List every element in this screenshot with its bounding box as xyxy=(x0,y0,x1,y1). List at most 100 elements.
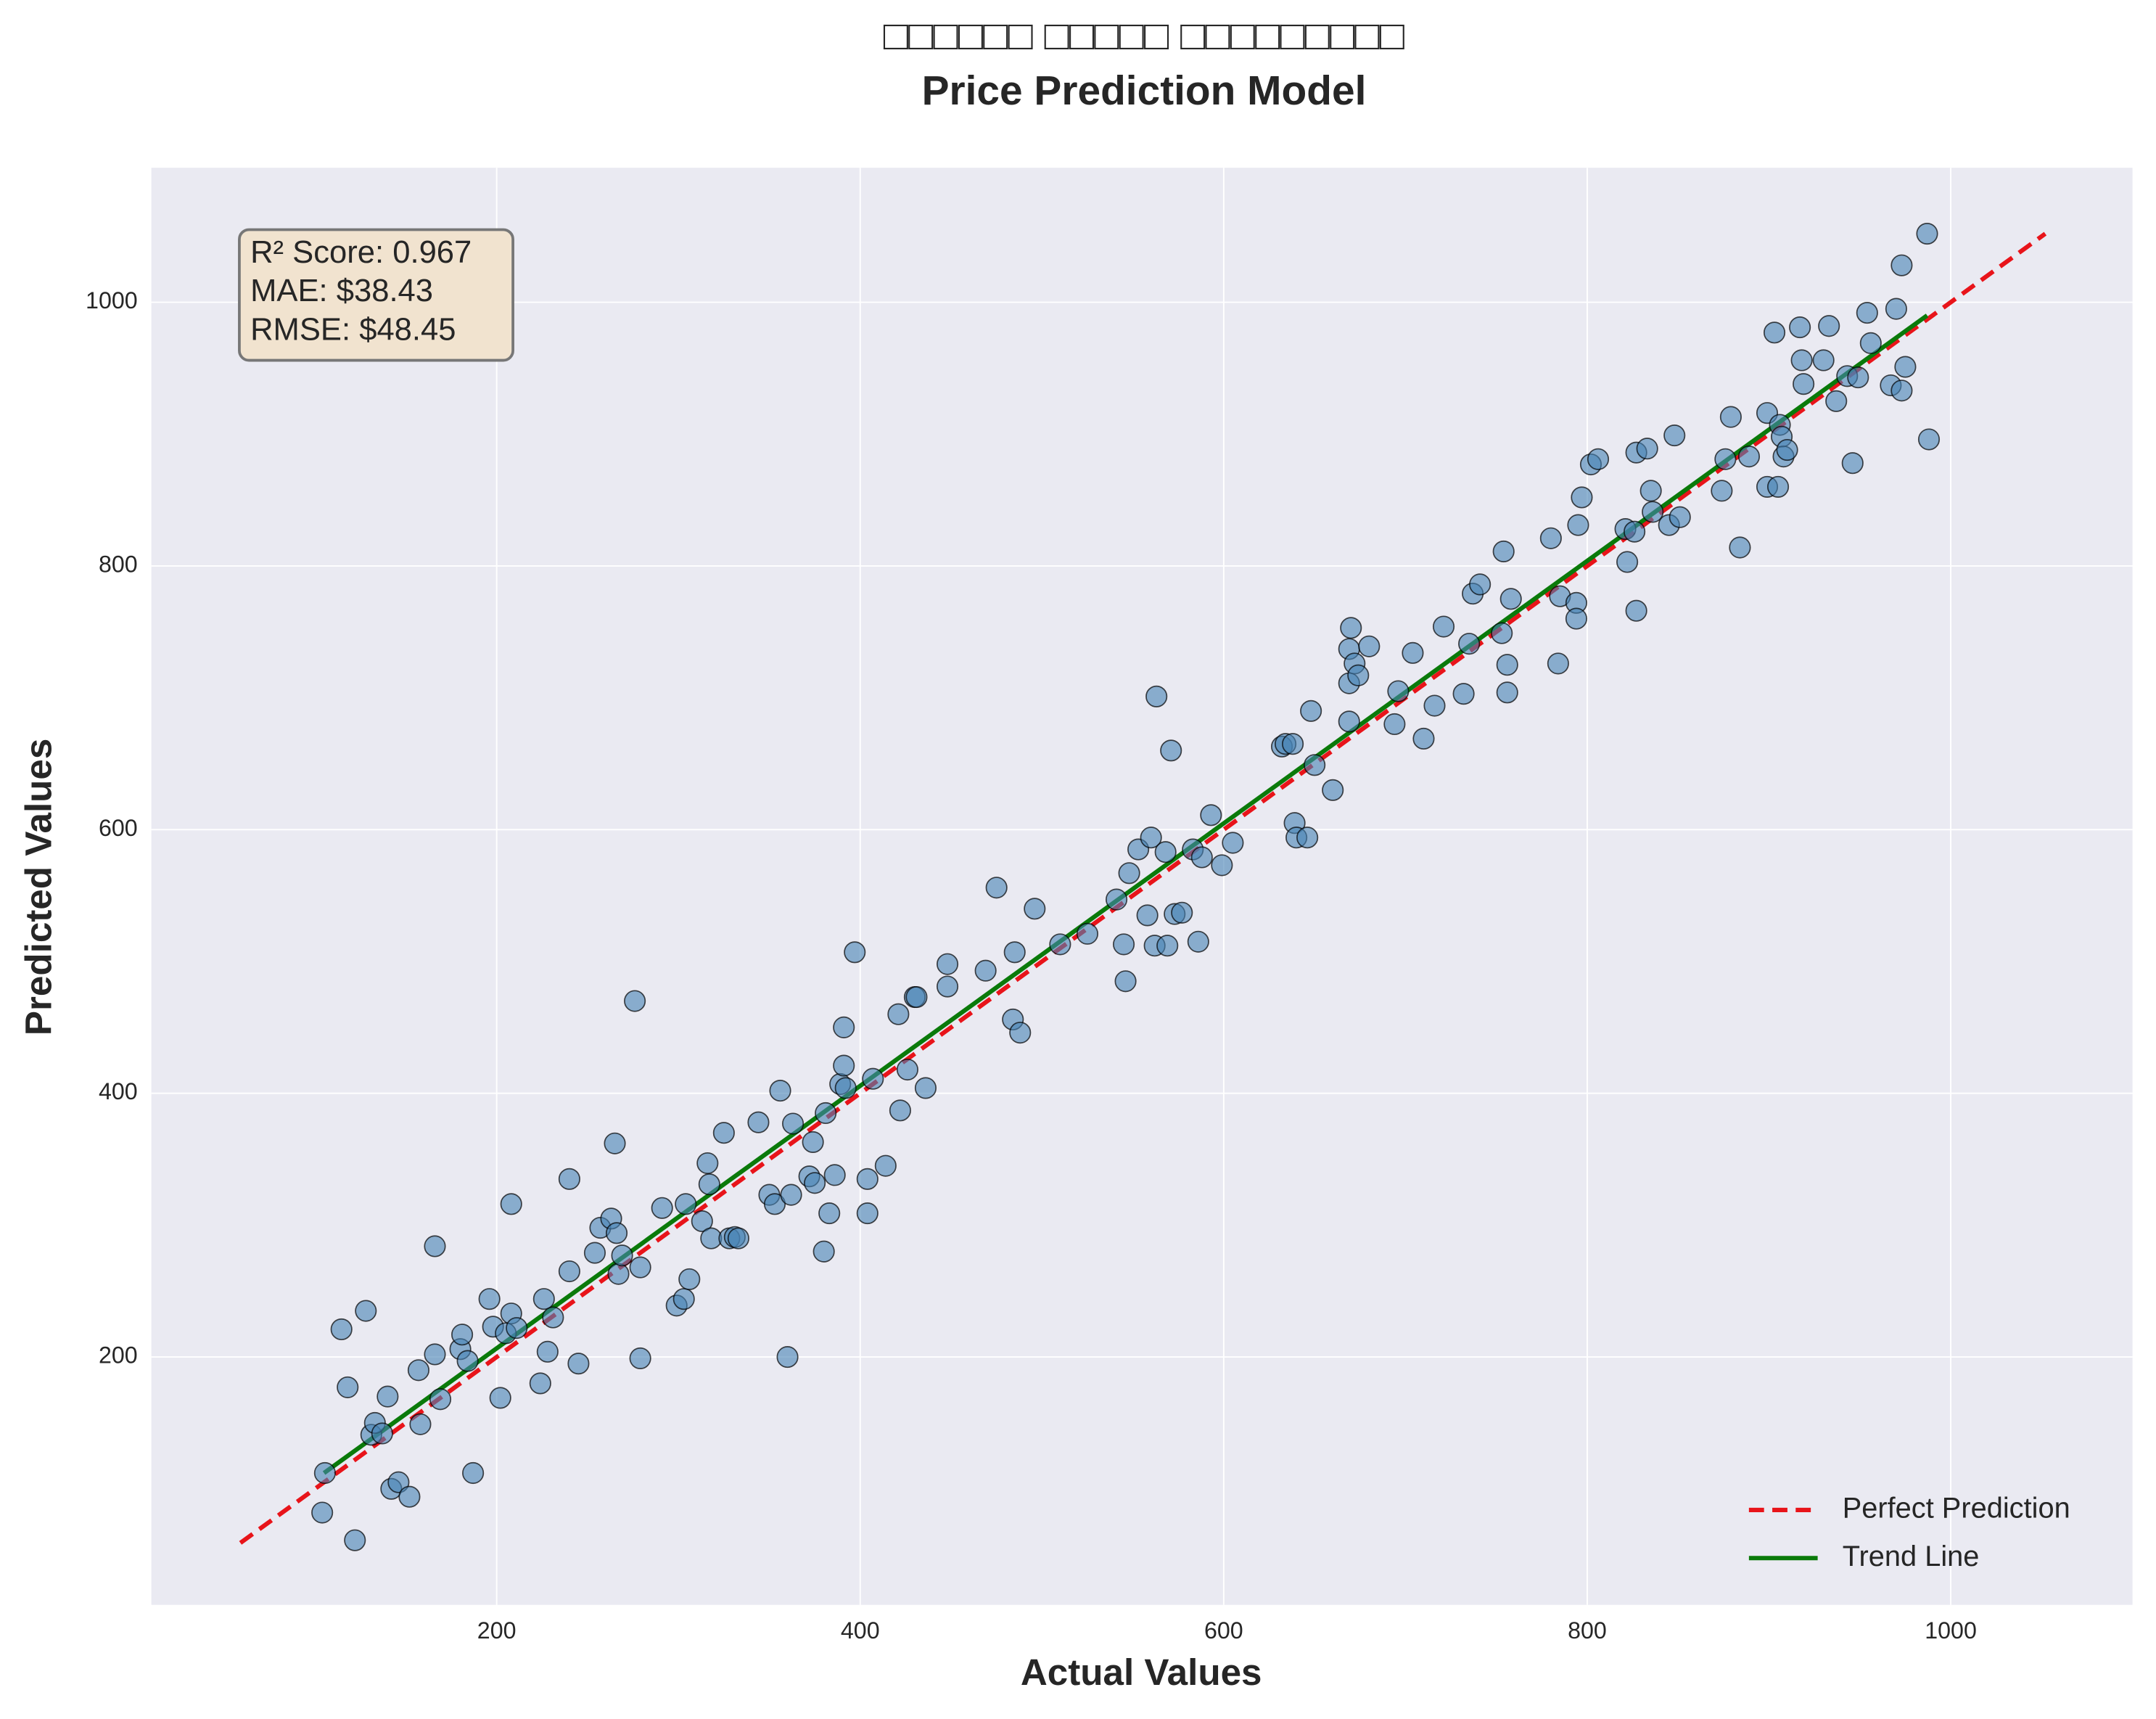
point xyxy=(337,1376,359,1398)
point xyxy=(936,953,959,975)
point xyxy=(1412,727,1435,750)
point xyxy=(387,1471,410,1493)
point xyxy=(311,1501,334,1524)
point xyxy=(1154,841,1177,863)
point xyxy=(1024,898,1046,920)
point xyxy=(1714,448,1737,470)
point xyxy=(1322,779,1344,801)
point xyxy=(567,1353,590,1375)
point xyxy=(1222,832,1244,854)
point xyxy=(1790,349,1813,372)
point xyxy=(451,1324,474,1346)
y-tick-label: 600 xyxy=(99,815,138,841)
point xyxy=(1432,615,1455,638)
point xyxy=(1113,933,1135,956)
point xyxy=(727,1227,749,1250)
point xyxy=(1793,373,1815,395)
point xyxy=(936,975,959,998)
point xyxy=(1711,480,1733,502)
point xyxy=(1789,316,1811,339)
point xyxy=(862,1067,884,1090)
point xyxy=(874,1154,897,1177)
point xyxy=(1825,390,1848,412)
point xyxy=(1539,527,1562,549)
point xyxy=(698,1173,720,1196)
point xyxy=(1636,438,1658,460)
point xyxy=(1496,681,1518,704)
point xyxy=(887,1003,910,1025)
point xyxy=(1160,739,1182,762)
point xyxy=(1499,588,1522,610)
point xyxy=(429,1388,452,1411)
point xyxy=(763,1193,786,1215)
point xyxy=(1587,448,1610,470)
point xyxy=(1171,901,1193,924)
point xyxy=(672,1288,695,1310)
point xyxy=(1187,930,1209,953)
point xyxy=(776,1346,799,1369)
point xyxy=(823,1164,846,1186)
point xyxy=(344,1529,366,1551)
point xyxy=(856,1202,879,1225)
point xyxy=(905,986,928,1009)
annotation-line: RMSE: $48.45 xyxy=(250,312,456,347)
point xyxy=(1547,652,1569,675)
point xyxy=(896,1058,918,1081)
marks xyxy=(239,222,2047,1551)
point xyxy=(1616,551,1639,573)
x-tick-label: 600 xyxy=(1204,1617,1243,1644)
point xyxy=(985,877,1008,899)
point xyxy=(833,1016,855,1038)
point xyxy=(1114,970,1137,993)
point xyxy=(583,1242,606,1264)
point xyxy=(1140,826,1162,849)
point xyxy=(1145,685,1168,707)
point xyxy=(506,1317,528,1339)
point xyxy=(629,1256,651,1279)
point xyxy=(371,1422,393,1445)
point xyxy=(607,1263,630,1285)
point xyxy=(782,1112,805,1135)
point xyxy=(1719,406,1742,428)
annotation-box xyxy=(238,228,514,362)
point xyxy=(1340,617,1362,639)
point xyxy=(500,1193,522,1215)
point xyxy=(1156,935,1179,957)
point xyxy=(1003,941,1026,964)
point xyxy=(1890,380,1913,402)
point xyxy=(1300,700,1322,722)
point xyxy=(558,1260,580,1283)
y-tick-label: 1000 xyxy=(86,287,138,313)
point xyxy=(1496,654,1518,676)
point xyxy=(377,1385,399,1408)
point xyxy=(1049,933,1071,956)
point xyxy=(313,1461,336,1485)
point xyxy=(1492,540,1515,563)
point xyxy=(1423,694,1446,717)
point xyxy=(611,1244,633,1267)
point xyxy=(462,1461,485,1485)
point xyxy=(675,1193,697,1215)
point xyxy=(1766,475,1790,498)
point xyxy=(1642,501,1664,523)
point xyxy=(1841,452,1864,475)
point xyxy=(1469,573,1491,596)
point xyxy=(1565,607,1588,630)
point xyxy=(1729,536,1751,559)
point xyxy=(889,1099,911,1122)
point xyxy=(1894,356,1917,378)
point xyxy=(1567,514,1589,536)
point xyxy=(691,1210,713,1233)
point xyxy=(747,1111,770,1133)
point xyxy=(1387,680,1410,702)
point xyxy=(1009,1022,1032,1044)
point xyxy=(914,1077,937,1099)
point xyxy=(1812,349,1835,372)
point xyxy=(834,1077,857,1099)
point xyxy=(330,1318,353,1341)
x-axis-label: Actual Values xyxy=(1021,1652,1262,1693)
point xyxy=(532,1288,555,1310)
point xyxy=(558,1168,580,1190)
point xyxy=(1076,922,1099,945)
